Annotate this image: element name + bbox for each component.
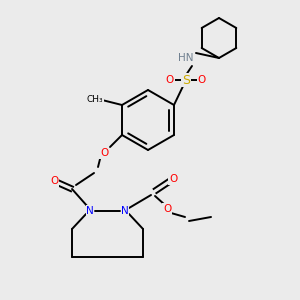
Text: CH₃: CH₃ xyxy=(87,95,103,104)
Text: N: N xyxy=(86,206,94,216)
Text: O: O xyxy=(163,204,171,214)
Text: O: O xyxy=(166,75,174,85)
Text: HN: HN xyxy=(178,53,194,63)
Text: N: N xyxy=(121,206,129,216)
Text: O: O xyxy=(100,148,108,158)
Text: O: O xyxy=(198,75,206,85)
Text: S: S xyxy=(182,74,190,86)
Text: O: O xyxy=(169,174,177,184)
Text: O: O xyxy=(50,176,58,186)
